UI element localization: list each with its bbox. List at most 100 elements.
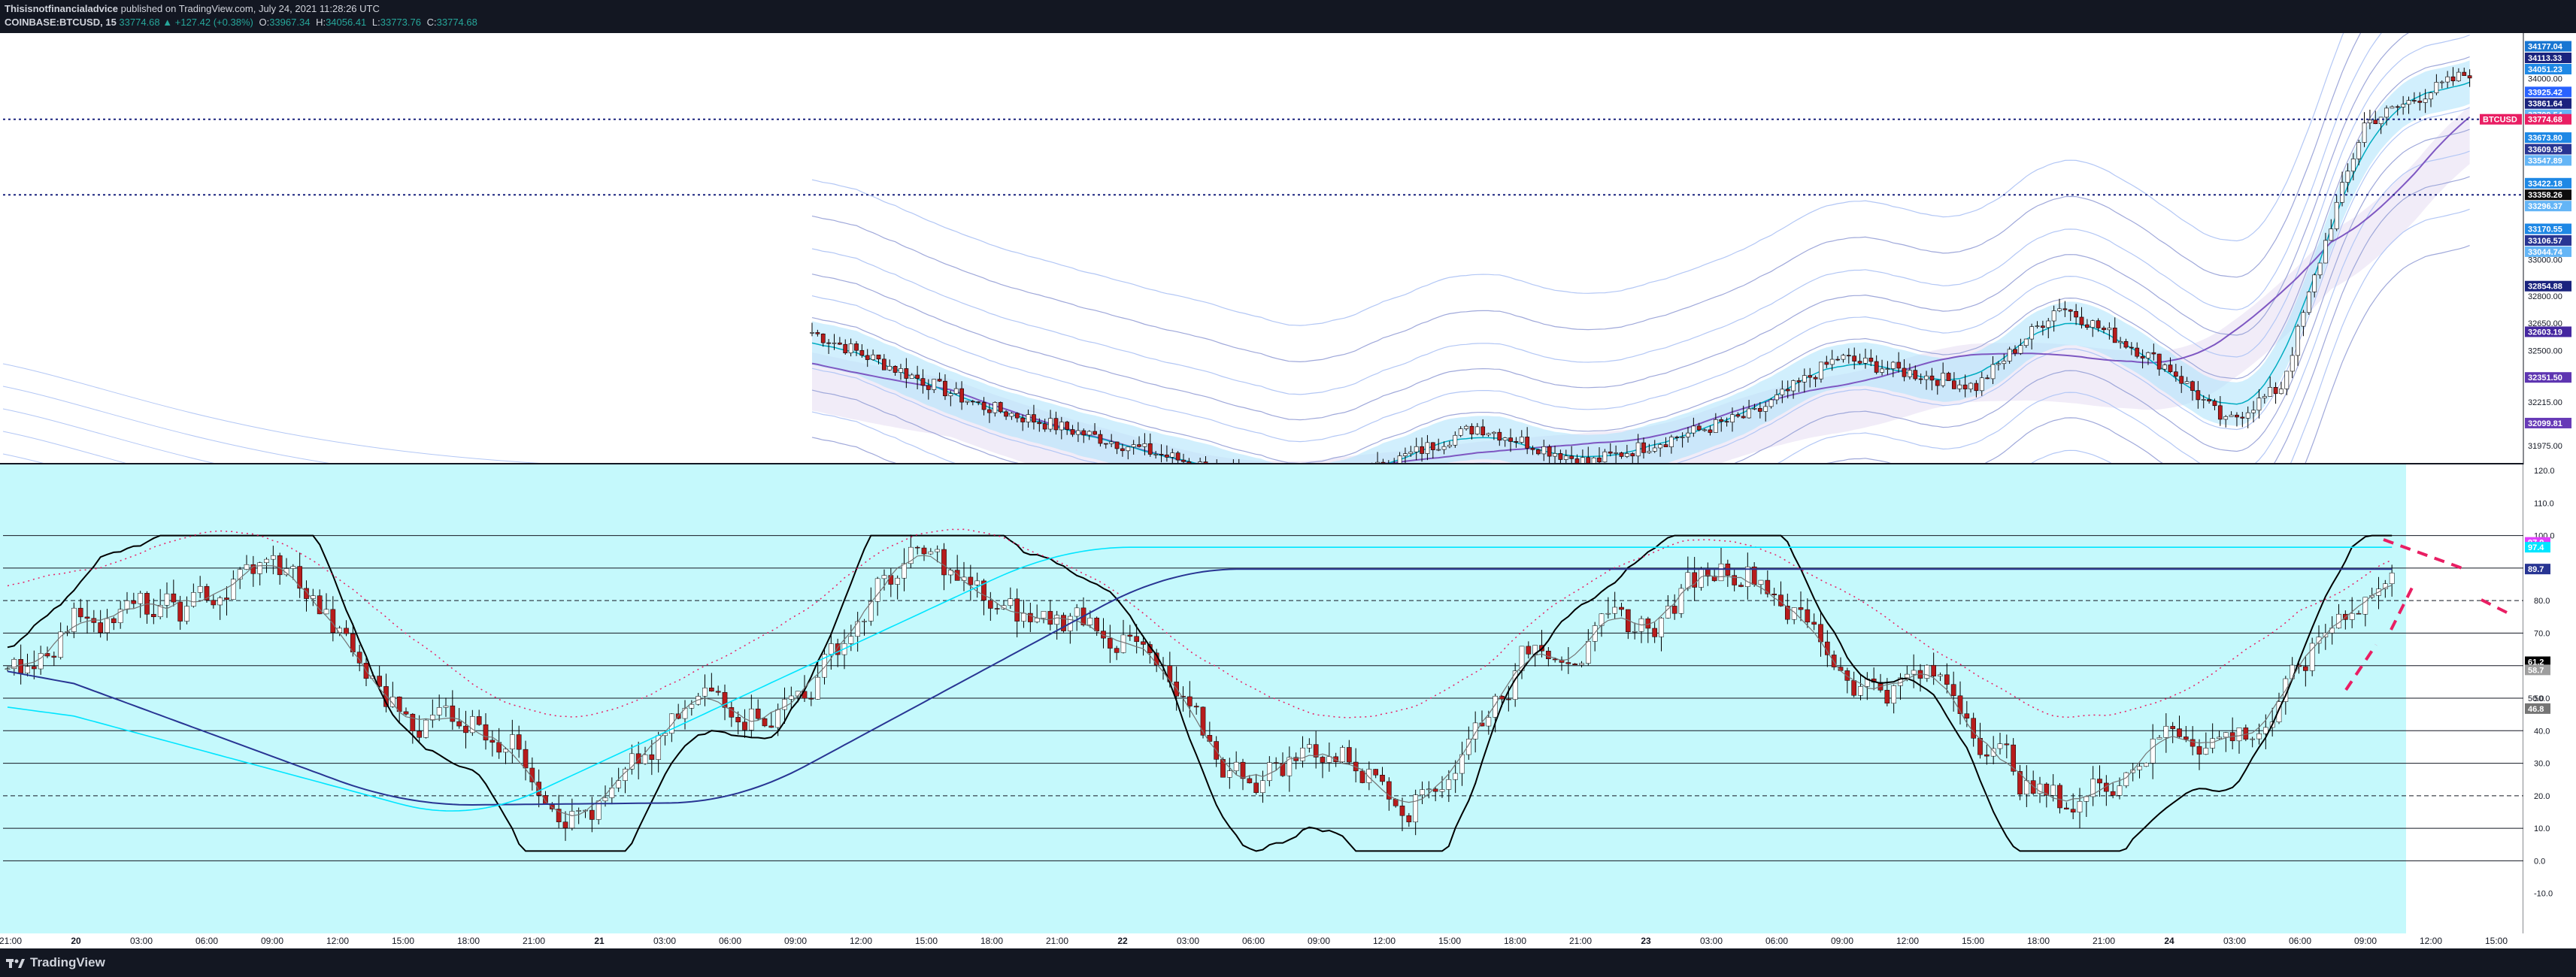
osc-candle (1612, 606, 1618, 614)
candle (1458, 428, 1463, 436)
candle (1635, 442, 1641, 457)
candle (1414, 446, 1419, 452)
brand-name: TradingView (30, 955, 105, 969)
price-badge (2525, 234, 2571, 246)
candle (1175, 452, 1180, 461)
time-tick-label: 12:00 (850, 936, 872, 946)
time-tick-label: 12:00 (1896, 936, 1919, 946)
osc-candle (2110, 791, 2116, 796)
osc-candle (1472, 722, 1478, 740)
osc-candle (629, 753, 635, 770)
price-badge (2525, 113, 2571, 125)
osc-candle (1021, 613, 1026, 622)
candle (1109, 441, 1114, 444)
time-tick-label: 18:00 (1504, 936, 1526, 946)
candle (2406, 100, 2411, 105)
candle (1165, 454, 1169, 458)
tradingview-logo[interactable]: TradingView (6, 955, 105, 970)
osc-candle (1280, 763, 1286, 776)
osc-candle (1186, 696, 1193, 706)
oscillator-pane[interactable] (0, 464, 2576, 948)
osc-candle (682, 708, 688, 719)
osc-candle (244, 564, 250, 570)
candle (2129, 346, 2134, 349)
osc-candle (224, 597, 229, 600)
oscillator-axis[interactable]: 120.0110.0100.090.080.070.060.050.040.03… (2523, 464, 2576, 948)
price-pane[interactable] (0, 33, 2576, 653)
price-tick-label: 33106.57 (2528, 237, 2562, 246)
candle (1780, 389, 1785, 395)
osc-candle (715, 691, 721, 693)
price-badge (2525, 86, 2571, 98)
candle (1591, 457, 1596, 464)
osc-candle (941, 549, 947, 576)
osc-candle (476, 716, 482, 725)
candle (1430, 442, 1435, 450)
candle (2196, 390, 2201, 401)
envelope-line (811, 56, 2470, 464)
osc-candle (1286, 757, 1293, 776)
osc-candle (649, 754, 655, 760)
trend-annotation-line (2390, 584, 2415, 631)
osc-candle (1652, 628, 1658, 637)
osc-candle (2084, 796, 2090, 802)
osc-candle (935, 549, 941, 552)
price-tick-label: 33673.80 (2528, 134, 2562, 143)
osc-candle (1373, 769, 1379, 776)
candle (2190, 381, 2195, 391)
osc-candle (2349, 613, 2355, 620)
osc-candle (2063, 807, 2069, 809)
osc-candle (1692, 572, 1698, 588)
candle (2002, 361, 2007, 364)
candle (2317, 262, 2323, 276)
osc-candle (1114, 648, 1120, 653)
osc-candle (968, 576, 974, 585)
osc-candle (1545, 650, 1551, 660)
osc-candle (1061, 615, 1066, 631)
publisher-name[interactable]: Thisisnotfinancialadvice (5, 3, 118, 14)
trend-annotation-line (2383, 538, 2467, 571)
osc-candle (469, 716, 475, 734)
candle (998, 402, 1003, 413)
candle (859, 349, 865, 356)
candle (1608, 451, 1613, 454)
candle (2368, 119, 2372, 123)
candle (1774, 395, 1779, 401)
time-axis[interactable]: 21:00 20 03:00 06:00 09:00 12:00 15:00 18:00 21:… (0, 933, 2576, 948)
osc-candle (1858, 686, 1863, 696)
candle (926, 385, 931, 390)
time-tick-label: 09:00 (1831, 936, 1853, 946)
osc-tick-label: 0.0 (2534, 857, 2545, 866)
publisher-line: Thisisnotfinancialadvice published on Tr… (5, 3, 380, 14)
osc-candle (237, 569, 243, 579)
candle (1730, 414, 1735, 423)
osc-candle (2203, 748, 2209, 755)
candle (1668, 437, 1674, 447)
candle (1020, 417, 1026, 422)
osc-candle (330, 609, 336, 634)
osc-candle (2030, 780, 2036, 794)
time-tick-label: 15:00 (1438, 936, 1461, 946)
osc-candle (888, 575, 894, 585)
osc-cyan-line (7, 546, 2393, 812)
candle (1103, 443, 1108, 445)
time-tick-label: 06:00 (1765, 936, 1788, 946)
price-tick-label: 33422.18 (2528, 180, 2562, 189)
osc-candle (124, 600, 130, 610)
symbol-label[interactable]: COINBASE:BTCUSD, 15 (5, 17, 117, 28)
candle (1469, 425, 1474, 434)
osc-candle (1565, 662, 1571, 664)
candle (937, 379, 942, 382)
candle (915, 374, 920, 379)
osc-candle (317, 595, 323, 615)
osc-candle (1074, 607, 1080, 617)
osc-candle (1446, 779, 1452, 790)
low-key: L: (371, 17, 380, 28)
candle (2296, 325, 2300, 356)
price-tick-label: 32854.88 (2528, 283, 2562, 292)
osc-candle (25, 666, 30, 673)
time-tick-label: 03:00 (130, 936, 153, 946)
candle (1602, 451, 1608, 463)
